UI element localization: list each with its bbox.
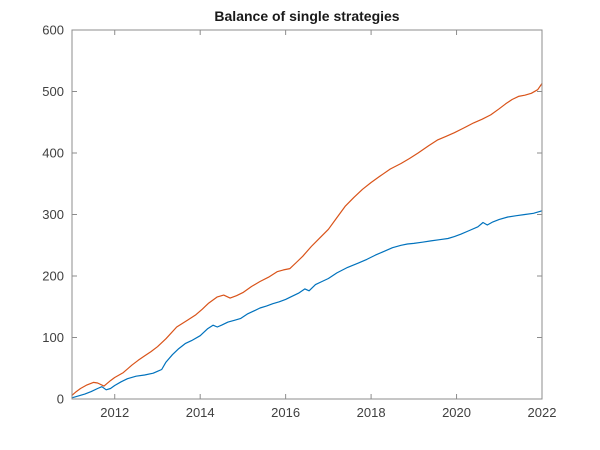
x-tick-label: 2016	[271, 405, 300, 420]
chart-title: Balance of single strategies	[214, 8, 399, 24]
y-tick-label: 200	[42, 269, 64, 284]
x-tick-label: 2018	[357, 405, 386, 420]
y-tick-label: 500	[42, 84, 64, 99]
plot-box	[71, 29, 543, 400]
series-line-1	[71, 210, 543, 399]
x-tick-label: 2020	[442, 405, 471, 420]
y-tick-label: 0	[57, 392, 64, 407]
x-tick-label: 2012	[100, 405, 129, 420]
y-tick-label: 600	[42, 23, 64, 38]
series-line-2	[71, 82, 543, 396]
y-tick-label: 400	[42, 146, 64, 161]
y-tick-label: 100	[42, 330, 64, 345]
x-tick-label: 2014	[186, 405, 215, 420]
plot-area: 2012 2014 2016 2018 2020 2022 0 100 200 300 400 500…	[42, 23, 556, 421]
x-tick-label: 2022	[528, 405, 557, 420]
y-tick-label: 300	[42, 207, 64, 222]
